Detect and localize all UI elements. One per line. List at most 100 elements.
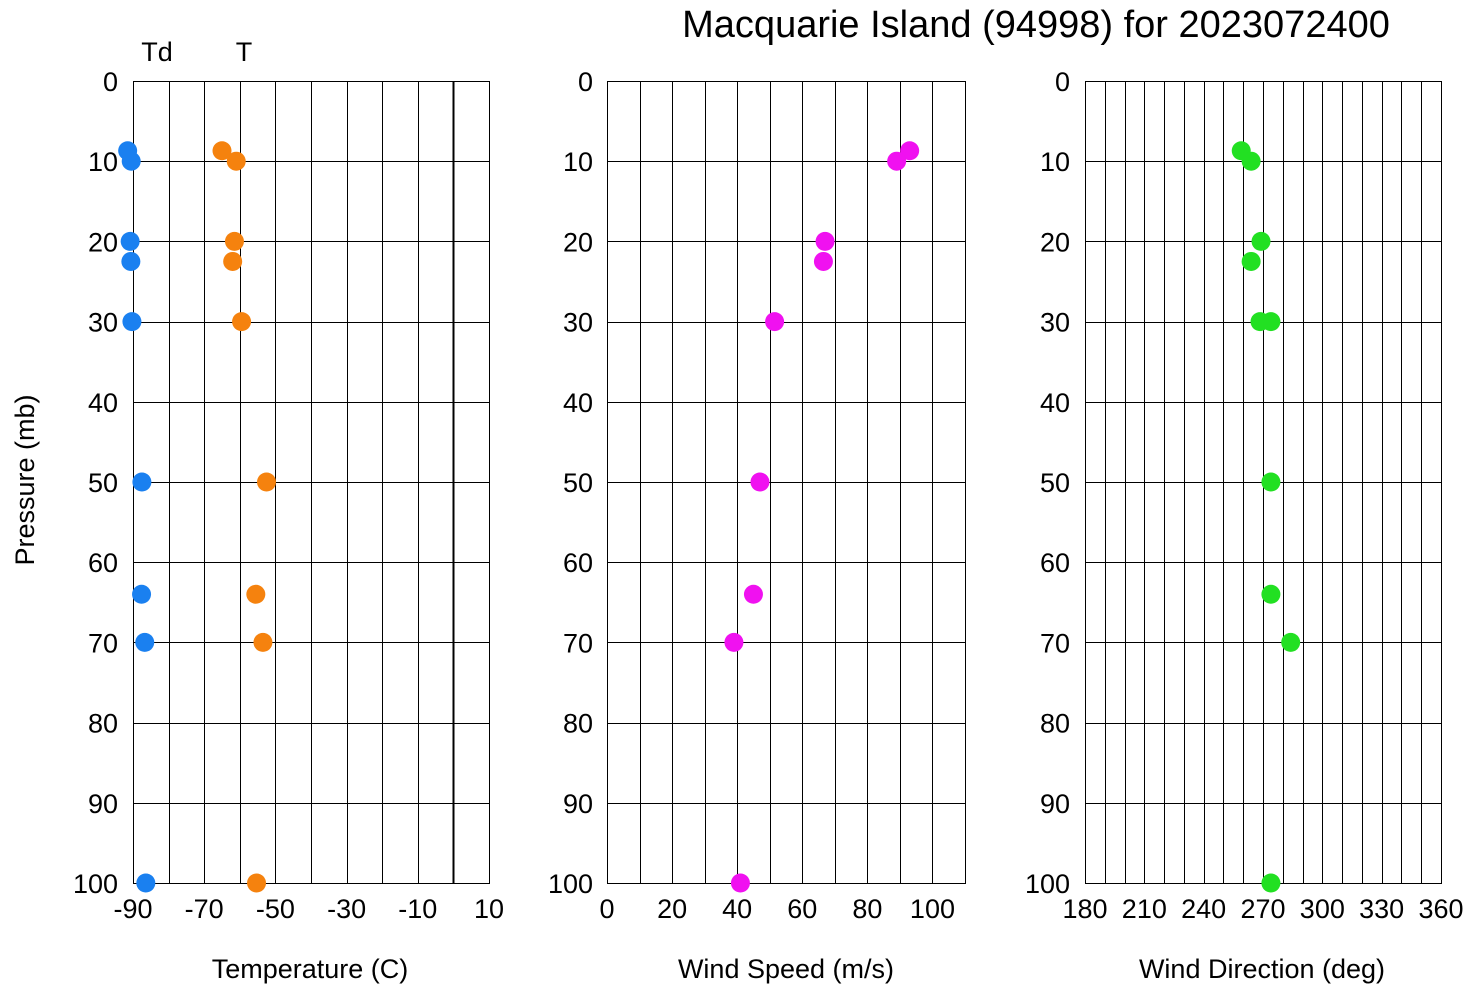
wind-speed-x-tick-label: 20 bbox=[657, 894, 687, 924]
temperature-series-0 bbox=[118, 141, 156, 893]
temperature-x-tick-label: -30 bbox=[327, 894, 366, 924]
wind-direction-x-tick-label: 240 bbox=[1181, 894, 1226, 924]
wind-speed-data-point bbox=[900, 141, 920, 161]
wind-direction-y-tick-label: 10 bbox=[1040, 147, 1070, 177]
temperature-x-tick-label: -10 bbox=[398, 894, 437, 924]
temperature-y-tick-label: 40 bbox=[88, 388, 118, 418]
wind-speed-x-tick-label: 60 bbox=[787, 894, 817, 924]
temperature-data-point bbox=[212, 141, 232, 161]
temperature-data-point bbox=[132, 472, 152, 492]
wind-direction-x-tick-label: 330 bbox=[1359, 894, 1404, 924]
wind-speed-data-point bbox=[743, 584, 763, 604]
wind-direction-y-tick-label: 70 bbox=[1040, 628, 1070, 658]
wind-direction-y-tick-label: 80 bbox=[1040, 709, 1070, 739]
wind-speed-x-axis-label: Wind Speed (m/s) bbox=[678, 954, 894, 984]
wind-speed-y-tick-label: 90 bbox=[563, 789, 593, 819]
temperature-y-tick-label: 10 bbox=[88, 147, 118, 177]
wind-speed-series-0 bbox=[724, 141, 920, 893]
wind-direction-y-tick-label: 0 bbox=[1055, 67, 1070, 97]
temperature-panel: 0 10 20 30 40 50 60 70 80 90 100-90 -70 -50 -30 -10 10 T… bbox=[73, 67, 504, 984]
wind-direction-y-tick-label: 90 bbox=[1040, 789, 1070, 819]
temperature-y-tick-label: 0 bbox=[103, 67, 118, 97]
wind-direction-data-point bbox=[1261, 873, 1281, 893]
wind-direction-x-tick-label: 210 bbox=[1122, 894, 1167, 924]
wind-direction-data-point bbox=[1241, 151, 1261, 171]
temperature-x-tick-label: -70 bbox=[185, 894, 224, 924]
wind-speed-y-tick-label: 10 bbox=[563, 147, 593, 177]
wind-direction-y-tick-label: 50 bbox=[1040, 468, 1070, 498]
temperature-data-point bbox=[257, 472, 276, 492]
temperature-x-tick-label: 10 bbox=[474, 894, 504, 924]
wind-speed-y-tick-label: 0 bbox=[578, 67, 593, 97]
temperature-data-point bbox=[132, 584, 152, 604]
temperature-x-axis-label: Temperature (C) bbox=[212, 954, 409, 984]
wind-direction-data-point bbox=[1261, 472, 1281, 492]
wind-direction-data-point bbox=[1251, 231, 1271, 251]
wind-speed-x-tick-label: 80 bbox=[852, 894, 882, 924]
wind-speed-x-tick-label: 40 bbox=[722, 894, 752, 924]
legend-t-label: T bbox=[236, 37, 253, 67]
temperature-y-tick-label: 90 bbox=[88, 789, 118, 819]
wind-speed-x-tick-label: 100 bbox=[910, 894, 955, 924]
wind-speed-y-tick-label: 40 bbox=[563, 388, 593, 418]
wind-speed-data-point bbox=[724, 632, 744, 652]
wind-direction-x-tick-label: 180 bbox=[1062, 894, 1107, 924]
wind-direction-y-tick-label: 60 bbox=[1040, 548, 1070, 578]
wind-speed-data-point bbox=[765, 312, 785, 332]
temperature-data-point bbox=[226, 151, 246, 171]
temperature-data-point bbox=[121, 151, 141, 171]
wind-direction-x-tick-label: 300 bbox=[1300, 894, 1345, 924]
wind-direction-data-point bbox=[1261, 584, 1281, 604]
wind-speed-data-point bbox=[815, 231, 835, 251]
temperature-data-point bbox=[135, 632, 155, 652]
wind-speed-y-tick-label: 70 bbox=[563, 628, 593, 658]
pressure-axis-label: Pressure (mb) bbox=[10, 394, 40, 565]
chart-title: Macquarie Island (94998) for 2023072400 bbox=[682, 4, 1390, 46]
temperature-gridlines bbox=[133, 81, 490, 884]
wind-direction-data-point bbox=[1261, 312, 1281, 332]
wind-direction-x-tick-label: 360 bbox=[1418, 894, 1463, 924]
temperature-data-point bbox=[247, 873, 267, 893]
wind-speed-y-tick-label: 50 bbox=[563, 468, 593, 498]
wind-speed-frame bbox=[606, 80, 967, 885]
temperature-y-tick-label: 30 bbox=[88, 308, 118, 338]
temperature-data-point bbox=[232, 312, 252, 332]
wind-direction-data-point bbox=[1281, 632, 1301, 652]
temperature-data-point bbox=[136, 873, 156, 893]
wind-speed-data-point bbox=[813, 251, 833, 271]
wind-direction-x-axis-label: Wind Direction (deg) bbox=[1139, 954, 1385, 984]
wind-speed-data-point bbox=[887, 151, 907, 171]
wind-direction-x-tick-label: 270 bbox=[1240, 894, 1285, 924]
wind-speed-y-tick-label: 100 bbox=[548, 869, 593, 899]
temperature-y-tick-label: 50 bbox=[88, 468, 118, 498]
wind-speed-y-tick-label: 80 bbox=[563, 709, 593, 739]
temperature-data-point bbox=[121, 251, 141, 271]
temperature-data-point bbox=[120, 231, 140, 251]
wind-speed-y-tick-label: 60 bbox=[563, 548, 593, 578]
temperature-y-tick-label: 60 bbox=[88, 548, 118, 578]
temperature-data-point bbox=[223, 251, 243, 271]
legend-td-label: Td bbox=[141, 37, 173, 67]
temperature-y-tick-label: 20 bbox=[88, 227, 118, 257]
temperature-series-1 bbox=[212, 141, 276, 893]
wind-direction-y-tick-label: 100 bbox=[1025, 869, 1070, 899]
wind-speed-x-tick-label: 0 bbox=[599, 894, 614, 924]
wind-speed-y-tick-label: 30 bbox=[563, 308, 593, 338]
temperature-y-tick-label: 70 bbox=[88, 628, 118, 658]
wind-direction-series-0 bbox=[1231, 141, 1301, 893]
temperature-x-tick-label: -90 bbox=[113, 894, 152, 924]
temperature-data-point bbox=[122, 312, 142, 332]
wind-direction-y-tick-label: 40 bbox=[1040, 388, 1070, 418]
temperature-data-point bbox=[246, 584, 266, 604]
temperature-y-tick-label: 100 bbox=[73, 869, 118, 899]
temperature-y-tick-label: 80 bbox=[88, 709, 118, 739]
wind-direction-y-tick-label: 20 bbox=[1040, 227, 1070, 257]
temperature-data-point bbox=[224, 231, 244, 251]
wind-speed-y-tick-label: 20 bbox=[563, 227, 593, 257]
wind-direction-y-tick-label: 30 bbox=[1040, 308, 1070, 338]
temperature-data-point bbox=[253, 632, 273, 652]
wind-direction-data-point bbox=[1241, 251, 1261, 271]
